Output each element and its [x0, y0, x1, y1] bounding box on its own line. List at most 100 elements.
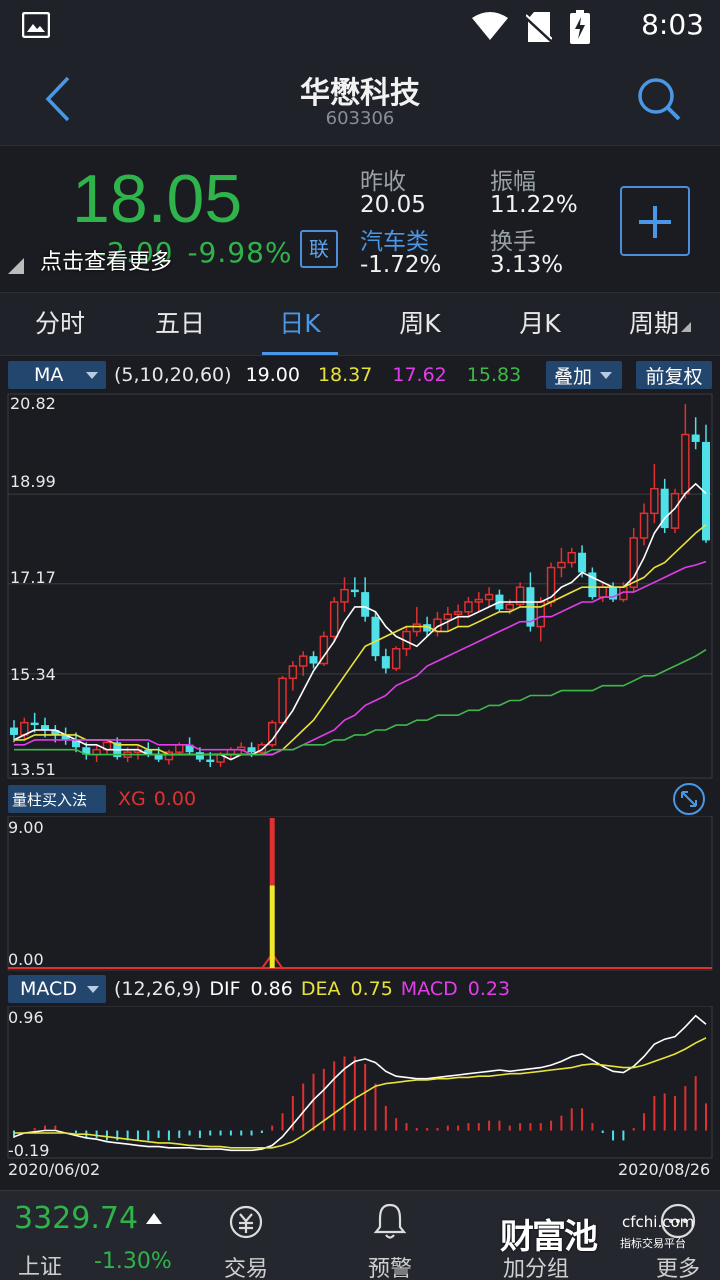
prev-close-value: 20.05	[360, 192, 426, 218]
candle-down	[361, 592, 370, 617]
candle-up	[464, 601, 473, 613]
macd-axis-bottom: -0.19	[8, 1141, 50, 1160]
kline-axis-bottom: 13.51	[10, 760, 56, 779]
ma5-value: 19.00	[245, 364, 300, 386]
candle-up	[329, 601, 339, 638]
candle-down	[660, 488, 669, 529]
brand-site: cfchi.com	[622, 1213, 695, 1231]
battery-charging-icon	[570, 10, 590, 44]
kline-axis-mid2: 17.17	[10, 568, 56, 587]
candle-down	[588, 572, 597, 598]
candle-down	[247, 747, 256, 753]
kline-axis-top: 20.82	[10, 394, 56, 413]
overlay-label: 叠加	[554, 365, 593, 388]
macd-value: 0.23	[467, 978, 511, 1000]
xg-value: 0.00	[153, 788, 197, 810]
nav-more-label: 更多	[655, 1257, 700, 1280]
candle-up	[257, 744, 267, 753]
tap-more-link[interactable]: 点击查看更多	[40, 250, 173, 275]
nav-more[interactable]: 更多	[628, 1201, 720, 1280]
tab-five-day[interactable]: 五日	[154, 309, 205, 338]
tab-period[interactable]: 周期	[600, 293, 720, 355]
volume-indicator-dropdown[interactable]: 量柱买入法	[8, 785, 106, 813]
stock-code: 603306	[325, 108, 395, 129]
index-value[interactable]: 3329.74	[14, 1201, 139, 1236]
adjust-button[interactable]: 前复权	[636, 361, 712, 389]
candle-down	[71, 739, 80, 748]
nav-header: 华懋科技 603306	[0, 54, 720, 146]
macd-axis-top: 0.96	[8, 1008, 44, 1027]
candle-up	[515, 586, 525, 606]
kline-axis-mid3: 15.34	[10, 665, 56, 684]
ma20-line	[14, 560, 707, 756]
search-icon[interactable]	[636, 76, 682, 122]
nav-add-group-label: 加分组	[502, 1257, 569, 1280]
overlay-dropdown[interactable]: 叠加	[546, 361, 622, 389]
chevron-down-icon	[86, 371, 98, 379]
ma60-value: 15.83	[466, 364, 522, 386]
index-name: 上证	[18, 1255, 63, 1280]
stock-name: 华懋科技	[300, 76, 420, 111]
nav-alert-label: 预警	[367, 1257, 412, 1280]
index-expand-icon[interactable]	[146, 1213, 162, 1224]
candle-up	[412, 623, 422, 633]
ma10-line	[14, 524, 707, 756]
candle-down	[381, 656, 390, 669]
candle-down	[10, 727, 18, 735]
ma-dropdown[interactable]: MA	[8, 361, 106, 389]
linked-button[interactable]: 联	[300, 230, 338, 268]
candle-down	[350, 589, 359, 593]
tab-weekly-k[interactable]: 周K	[399, 309, 441, 338]
price-change: -2.00	[96, 236, 174, 269]
tab-daily-k[interactable]: 日K	[240, 293, 360, 355]
kline-chart[interactable]	[0, 392, 720, 780]
ma-indicator-bar: MA (5,10,20,60) 19.00 18.37 17.62 15.83 …	[0, 358, 720, 392]
candle-up	[164, 751, 174, 761]
candle-down	[185, 744, 194, 753]
expand-corner-icon[interactable]	[8, 258, 24, 274]
brand-watermark: 财富池 cfchi.com 指标交易平台	[500, 1207, 700, 1257]
macd-indicator-bar: MACD (12,26,9) DIF 0.86 DEA 0.75 MACD 0.…	[0, 972, 720, 1006]
vol-signal-bar-bottom	[269, 885, 275, 968]
dif-value: 0.86	[250, 978, 293, 1000]
ma-params: (5,10,20,60)	[114, 364, 232, 386]
add-watchlist-button[interactable]	[620, 186, 690, 256]
back-icon[interactable]	[40, 74, 76, 124]
candle-down	[40, 725, 49, 731]
wifi-icon	[472, 12, 508, 40]
gallery-notification-icon	[22, 12, 50, 38]
macd-frame	[7, 1006, 713, 1159]
macd-chart[interactable]	[0, 1006, 720, 1160]
nav-trade[interactable]: 交易	[196, 1201, 296, 1280]
nav-alert[interactable]: 预警	[340, 1201, 440, 1280]
prev-close-label: 昨收	[360, 169, 406, 195]
turnover-value: 3.13%	[490, 252, 564, 278]
dea-value: 0.75	[350, 978, 393, 1000]
candle-up	[505, 603, 515, 611]
tab-monthly-k[interactable]: 月K	[519, 309, 561, 338]
candle-up	[484, 593, 494, 601]
chevron-down-icon	[86, 985, 99, 993]
candle-down	[691, 434, 700, 442]
sector-change: -1.72%	[360, 252, 442, 278]
candle-up	[650, 487, 659, 515]
candle-up	[474, 598, 484, 603]
candle-down	[61, 734, 70, 740]
index-change-pct: -1.30%	[94, 1249, 172, 1274]
macd-dropdown[interactable]: MACD	[8, 975, 106, 1003]
volume-signal-chart[interactable]	[0, 816, 720, 972]
candle-up	[391, 648, 401, 670]
price-change-row: -2.00 -9.98%	[96, 236, 307, 269]
ma-dropdown-label: MA	[34, 364, 64, 386]
tab-intraday[interactable]: 分时	[34, 309, 85, 338]
candle-up	[567, 551, 576, 564]
expand-icon[interactable]	[672, 782, 706, 816]
status-time: 8:03	[641, 8, 704, 41]
sector-link[interactable]: 汽车类	[360, 229, 429, 255]
bell-icon	[373, 1203, 407, 1239]
candle-down	[371, 616, 380, 657]
candle-up	[557, 561, 566, 569]
quote-panel: 18.05 -2.00 -9.98% 点击查看更多 联 昨收 20.05 汽车类 …	[0, 146, 720, 292]
candle-down	[309, 656, 318, 664]
candle-down	[82, 747, 91, 755]
